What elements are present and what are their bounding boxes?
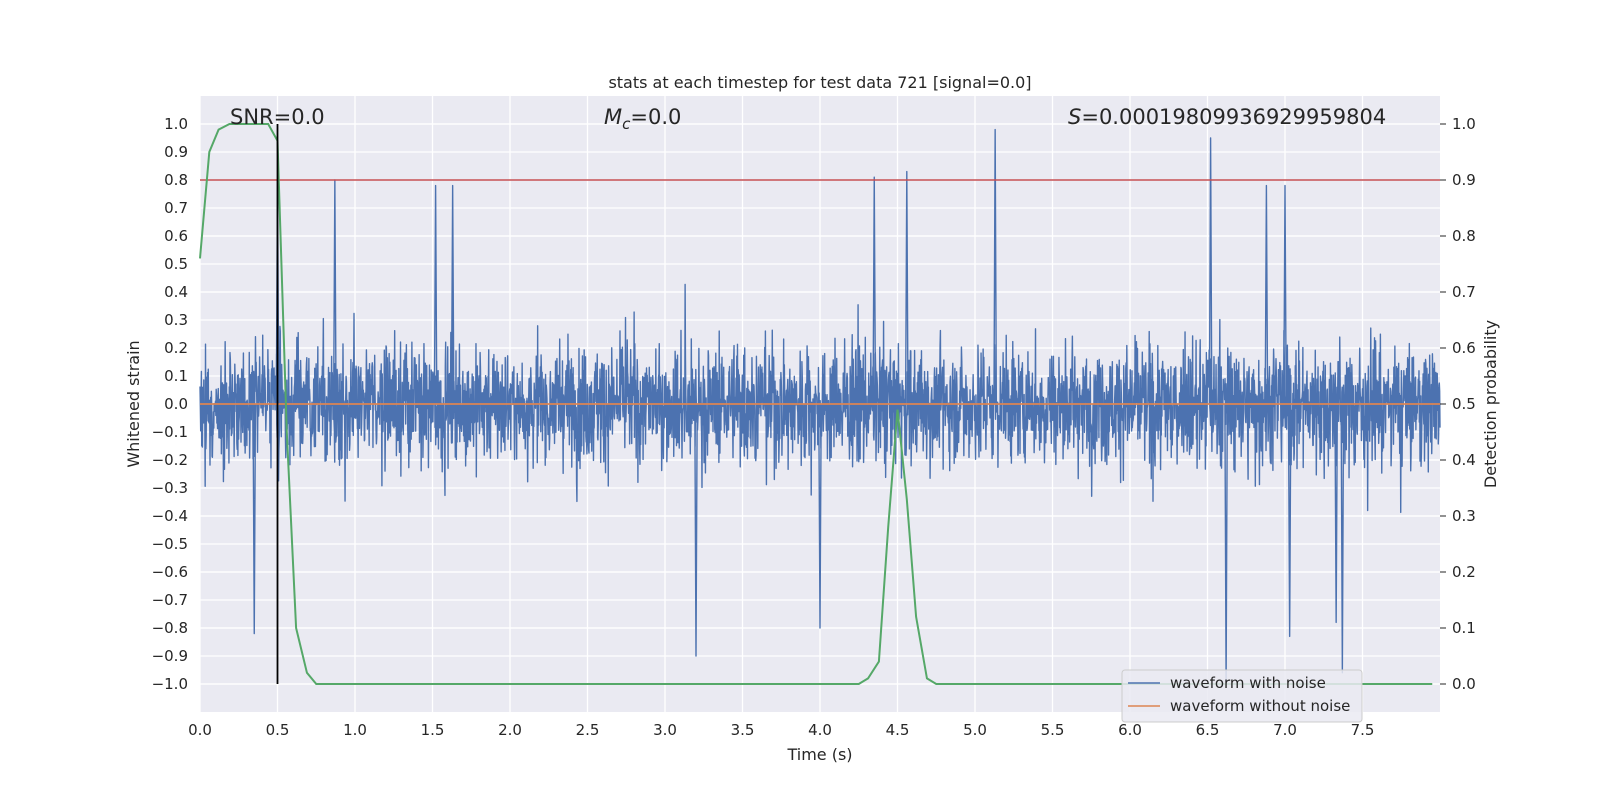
x-axis-ticks: 0.0 0.5 1.0 1.5 2.0 2.5 3.0 3.5 4.0 4.5 5.0 5.5 6.0 6… — [188, 721, 1374, 739]
x-tick-label: 3.0 — [653, 721, 677, 739]
y-right-tick-label: 0.2 — [1452, 563, 1476, 581]
y-tick-label: −0.4 — [152, 507, 188, 525]
chirp-mass-value: =0.0 — [630, 105, 681, 129]
y-tick-label: 0.7 — [164, 199, 188, 217]
x-tick-label: 3.5 — [731, 721, 755, 739]
chirp-mass-annotation: Mc=0.0 — [604, 105, 681, 133]
y-right-tick-label: 1.0 — [1452, 115, 1476, 133]
snr-annotation: SNR=0.0 — [230, 105, 325, 129]
y-tick-label: 0.6 — [164, 227, 188, 245]
y-axis-label: Whitened strain — [124, 340, 143, 467]
score-annotation: S=0.00019809936929959804 — [1068, 105, 1386, 129]
score-symbol: S — [1068, 105, 1081, 129]
score-value: =0.00019809936929959804 — [1081, 105, 1386, 129]
y-right-tick-label: 0.1 — [1452, 619, 1476, 637]
x-tick-label: 4.5 — [886, 721, 910, 739]
x-tick-label: 5.0 — [963, 721, 987, 739]
y-tick-label: 0.2 — [164, 339, 188, 357]
series-detection-probability — [199, 123, 1433, 685]
y-tick-label: −0.9 — [152, 647, 188, 665]
x-tick-label: 0.5 — [266, 721, 290, 739]
y-right-tick-label: 0.3 — [1452, 507, 1476, 525]
chirp-mass-symbol: M — [604, 105, 622, 129]
y-tick-label: 0.1 — [164, 367, 188, 385]
y-tick-label: −0.3 — [152, 479, 188, 497]
x-tick-label: 7.5 — [1351, 721, 1375, 739]
legend: waveform with noise waveform without noi… — [1121, 669, 1363, 723]
y-right-tick-label: 0.0 — [1452, 675, 1476, 693]
y-tick-label: −0.7 — [152, 591, 188, 609]
x-tick-label: 6.0 — [1118, 721, 1142, 739]
y-right-axis-ticks: 1.0 0.9 0.8 0.7 0.6 0.5 0.4 0.3 0.2 0.1 0.0 — [1440, 115, 1476, 693]
x-tick-label: 2.5 — [576, 721, 600, 739]
x-axis-label: Time (s) — [786, 745, 852, 764]
y-tick-label: −0.1 — [152, 423, 188, 441]
x-tick-label: 7.0 — [1273, 721, 1297, 739]
x-tick-label: 0.0 — [188, 721, 212, 739]
x-tick-label: 6.5 — [1196, 721, 1220, 739]
y-right-tick-label: 0.9 — [1452, 171, 1476, 189]
y-axis-ticks: 1.0 0.9 0.8 0.7 0.6 0.5 0.4 0.3 0.2 0.1 0.0 −0.1 −0.… — [152, 115, 188, 693]
data-layer — [199, 123, 1441, 685]
y-tick-label: 1.0 — [164, 115, 188, 133]
legend-box — [1121, 669, 1363, 723]
y-tick-label: 0.0 — [164, 395, 188, 413]
y-tick-label: 0.3 — [164, 311, 188, 329]
y-right-tick-label: 0.8 — [1452, 227, 1476, 245]
y-tick-label: 0.5 — [164, 255, 188, 273]
y-right-axis-label: Detection probability — [1481, 320, 1500, 488]
x-tick-label: 4.0 — [808, 721, 832, 739]
x-tick-label: 1.0 — [343, 721, 367, 739]
legend-label-clean: waveform without noise — [1170, 697, 1350, 715]
y-right-tick-label: 0.4 — [1452, 451, 1476, 469]
chart-title: stats at each timestep for test data 721… — [608, 73, 1031, 92]
y-tick-label: −0.5 — [152, 535, 188, 553]
y-tick-label: 0.8 — [164, 171, 188, 189]
y-tick-label: −0.2 — [152, 451, 188, 469]
x-tick-label: 5.5 — [1041, 721, 1065, 739]
y-tick-label: 0.4 — [164, 283, 188, 301]
y-right-tick-label: 0.5 — [1452, 395, 1476, 413]
y-tick-label: −0.8 — [152, 619, 188, 637]
x-tick-label: 2.0 — [498, 721, 522, 739]
y-tick-label: 0.9 — [164, 143, 188, 161]
x-tick-label: 1.5 — [421, 721, 445, 739]
legend-label-noise: waveform with noise — [1170, 674, 1326, 692]
y-tick-label: −1.0 — [152, 675, 188, 693]
y-right-tick-label: 0.6 — [1452, 339, 1476, 357]
y-right-tick-label: 0.7 — [1452, 283, 1476, 301]
y-tick-label: −0.6 — [152, 563, 188, 581]
chirp-mass-subscript: c — [622, 115, 631, 133]
